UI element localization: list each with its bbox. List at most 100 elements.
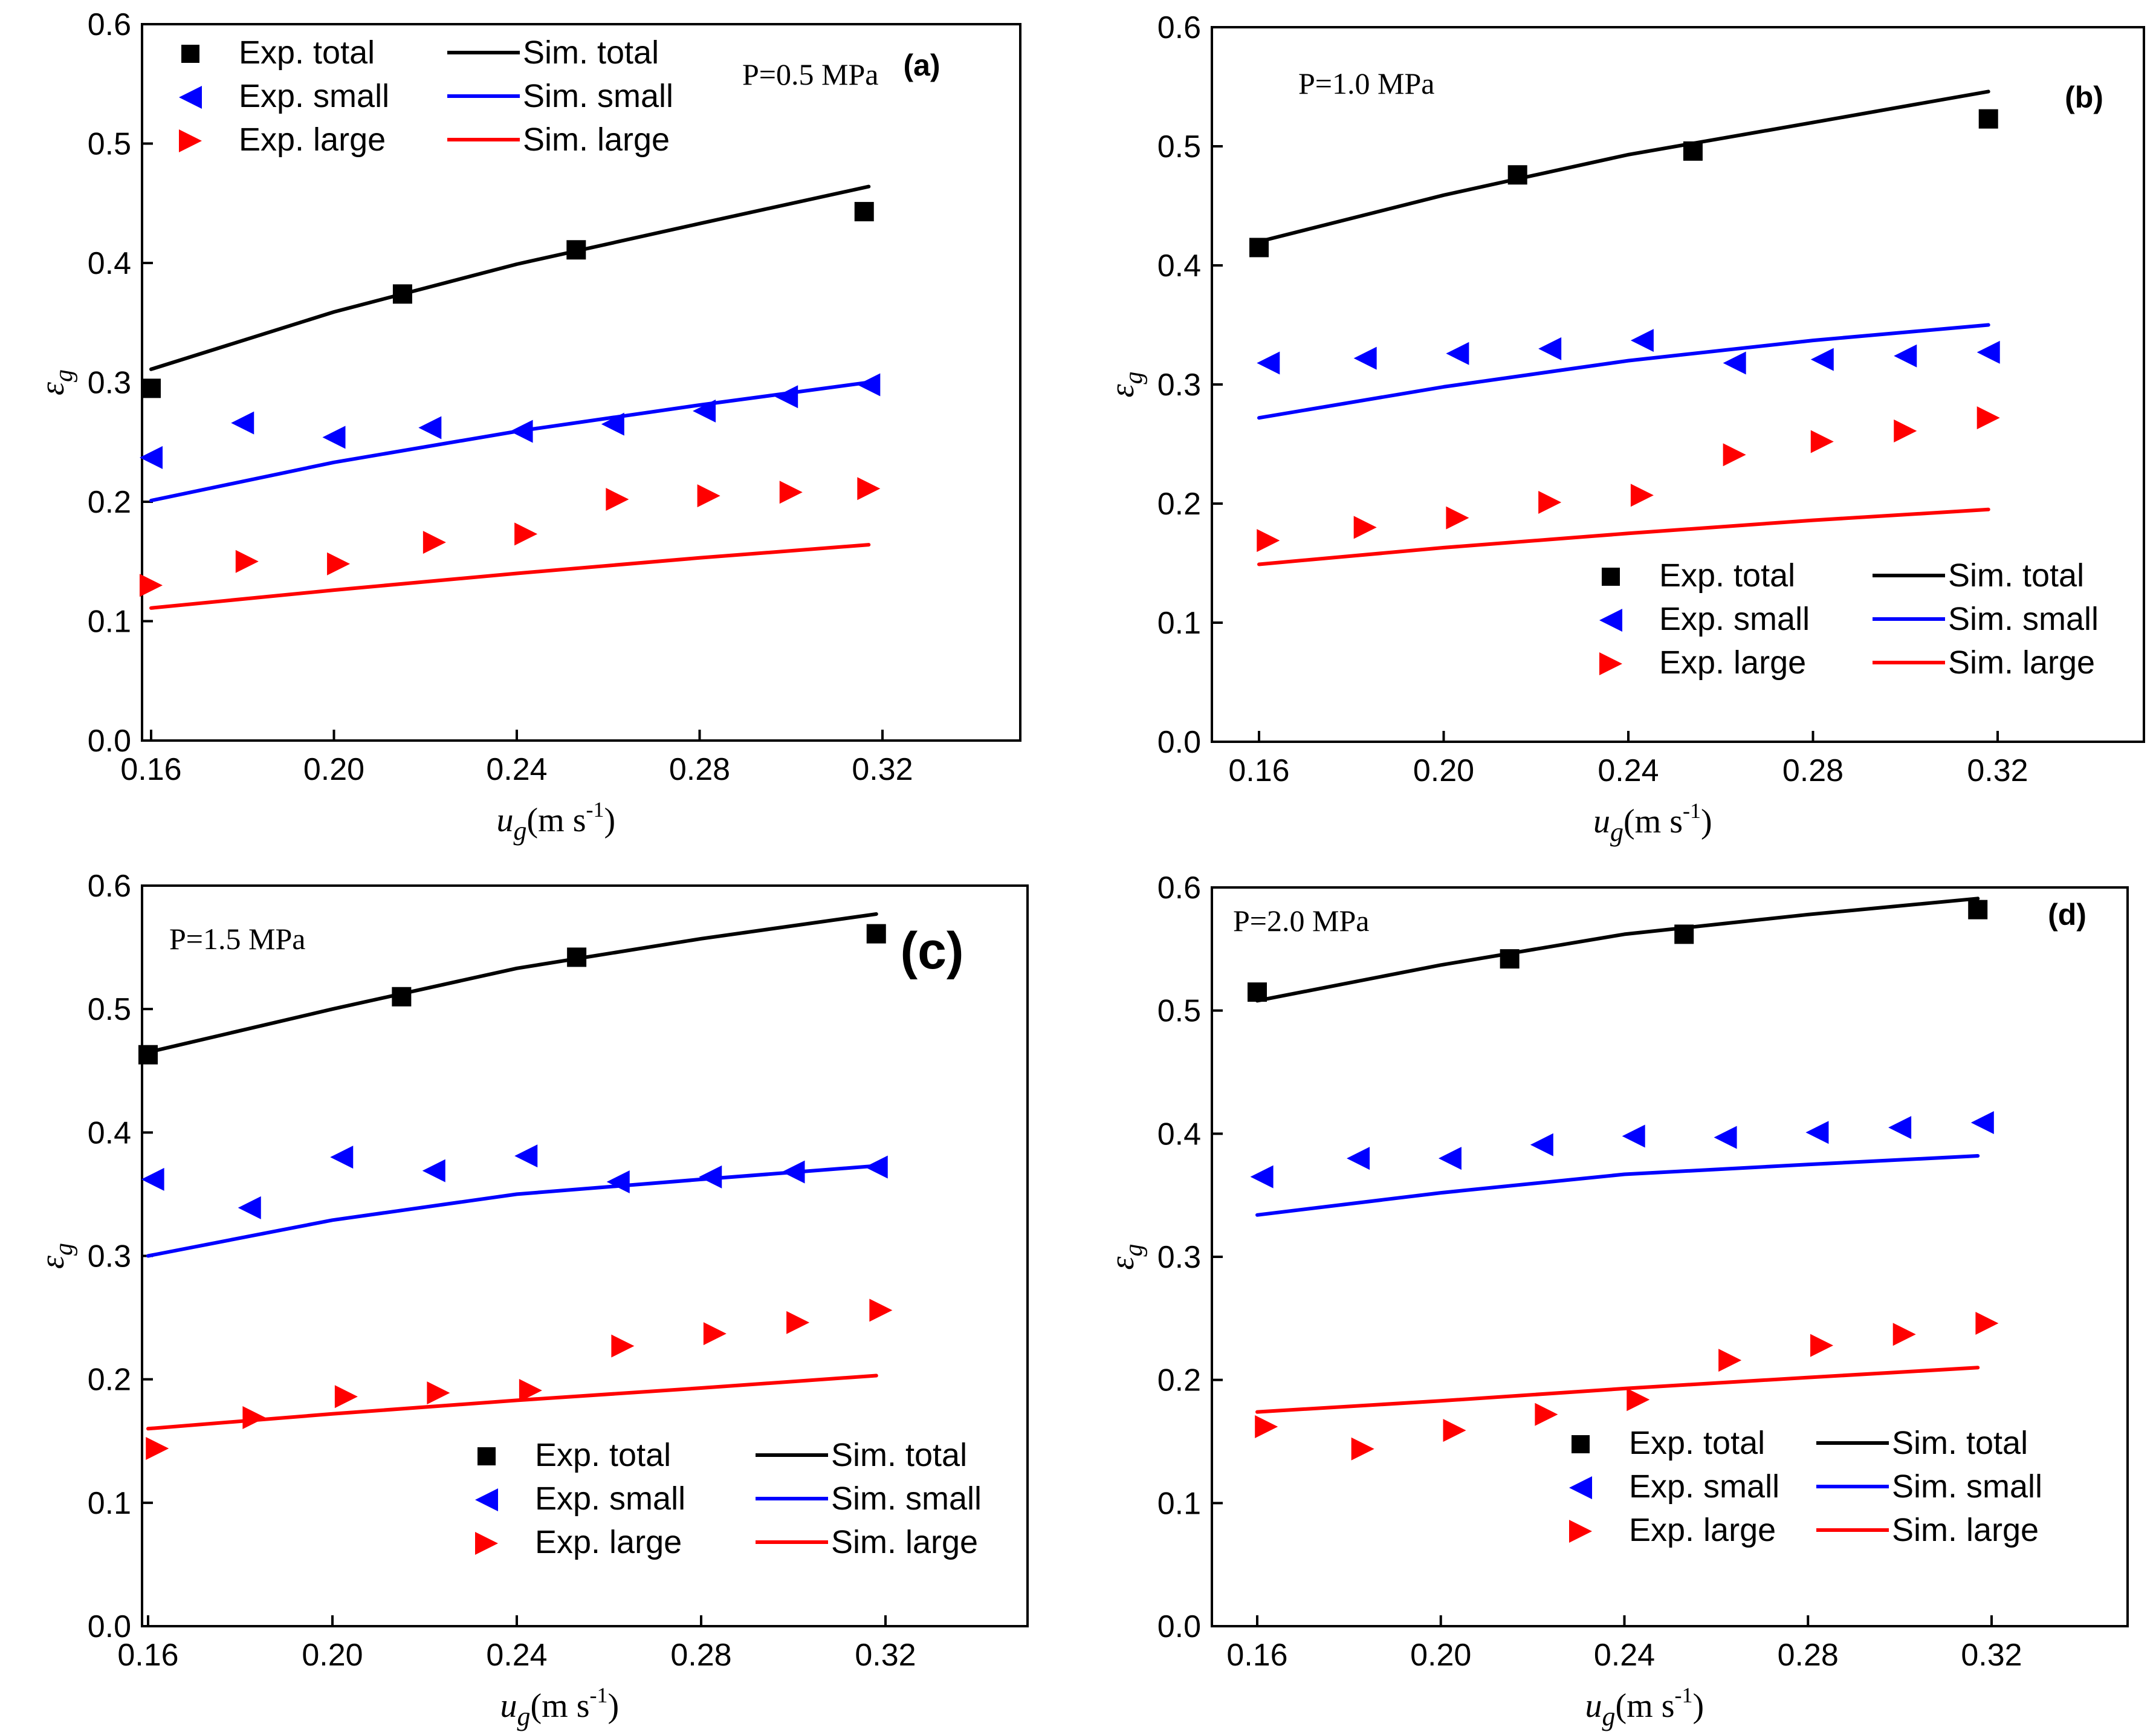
y-tick-label: 0.6: [88, 869, 131, 904]
y-axis-sub: g: [50, 369, 78, 382]
exp-small-point: [1347, 1147, 1370, 1170]
exp-large-point: [334, 1385, 358, 1409]
exp-large-point: [1627, 1388, 1650, 1412]
exp-large-point: [235, 550, 259, 573]
legend-marker-exp-large: [179, 129, 202, 152]
sim-large-line: [1257, 507, 1990, 566]
exp-large-point: [703, 1322, 727, 1346]
legend-label-exp-small: Exp. small: [535, 1480, 685, 1517]
panel-a: 0.0 0.1 0.2 0.3 0.4 0.5 0.6 0.16 0.20 0.24 0.28 0.3…: [34, 7, 1021, 846]
legend-label-sim-total: Sim. total: [1948, 557, 2084, 594]
x-tick-label: 0.32: [855, 1638, 916, 1673]
exp-small-point: [330, 1146, 354, 1169]
y-tick-label: 0.3: [1157, 1240, 1201, 1275]
exp-small-point: [238, 1196, 261, 1219]
exp-small-point: [782, 1160, 805, 1184]
exp-small-point: [418, 416, 442, 439]
exp-total-point: [1674, 924, 1694, 944]
exp-small-point: [606, 1170, 630, 1193]
exp-small-point: [322, 426, 346, 449]
exp-large-point: [857, 477, 881, 501]
exp-large-point: [611, 1334, 635, 1358]
exp-large-point: [1630, 484, 1654, 507]
sim-total-line: [1255, 897, 1980, 1003]
legend-marker-exp-small: [475, 1488, 498, 1511]
x-axis-var: u: [497, 802, 514, 839]
x-axis-close: ): [1693, 1687, 1704, 1725]
exp-large-point: [422, 531, 446, 554]
exp-large-point: [519, 1379, 542, 1403]
x-axis-sub: g: [517, 1702, 531, 1731]
sim-small-line: [149, 380, 871, 502]
exp-large-point: [1535, 1403, 1558, 1426]
x-axis-title: ug(m s-1): [497, 797, 616, 846]
exp-large-point: [1351, 1437, 1374, 1461]
exp-small-point: [140, 446, 163, 469]
x-tick-label: 0.20: [1413, 753, 1474, 788]
x-tick-label: 0.24: [486, 752, 547, 787]
exp-small-point: [231, 411, 254, 435]
legend-marker-exp-total: [1572, 1435, 1590, 1453]
exp-small-point: [422, 1159, 445, 1182]
exp-total-point: [1507, 165, 1527, 185]
y-tick-label: 0.3: [1157, 368, 1201, 403]
panel-label: (d): [2048, 898, 2086, 932]
legend: Exp. total Sim. total Exp. small Sim. small…: [1599, 557, 2099, 681]
exp-large-point: [1257, 529, 1280, 553]
exp-total-point: [392, 284, 412, 304]
y-axis-var: ε: [34, 381, 71, 395]
legend-marker-exp-large: [1569, 1520, 1592, 1543]
exp-large-point: [140, 574, 163, 597]
exp-small-point: [1438, 1147, 1462, 1170]
exp-large-point: [1723, 443, 1746, 467]
y-tick-label: 0.5: [88, 992, 131, 1027]
y-tick-label: 0.0: [1157, 1609, 1201, 1644]
x-axis-sub: g: [1602, 1702, 1616, 1731]
sim-large-line: [146, 1373, 878, 1431]
exp-large-point: [1975, 1311, 1999, 1335]
y-axis-sub: g: [1120, 371, 1148, 384]
exp-large-point: [869, 1299, 893, 1322]
exp-small-point: [1353, 346, 1377, 370]
legend-label-sim-large: Sim. large: [1948, 644, 2095, 681]
exp-total-point: [392, 987, 412, 1007]
exp-small-point: [1723, 351, 1746, 375]
exp-large-point: [1810, 430, 1834, 453]
exp-large-point: [1446, 506, 1469, 530]
y-axis-sub: g: [1120, 1244, 1148, 1256]
panel-label: (a): [903, 48, 940, 82]
legend-label-exp-large: Exp. large: [1659, 644, 1806, 681]
x-axis-unit: (m s: [1623, 803, 1683, 840]
x-tick-label: 0.16: [120, 752, 181, 787]
sim-small-line: [146, 1164, 878, 1258]
exp-small-point: [864, 1155, 888, 1179]
x-tick-label: 0.28: [1782, 753, 1844, 788]
legend-marker-exp-small: [1569, 1476, 1592, 1499]
exp-total-point: [1978, 109, 1998, 129]
legend-marker-exp-small: [1599, 609, 1622, 632]
exp-small-point: [141, 1167, 164, 1191]
legend-marker-exp-large: [1599, 652, 1622, 675]
y-tick-label: 0.6: [88, 7, 131, 42]
exp-small-point: [1622, 1124, 1645, 1148]
exp-large-point: [697, 484, 720, 508]
y-tick-label: 0.3: [88, 1239, 131, 1274]
x-axis-sub: g: [1610, 817, 1623, 847]
sim-total-line: [1257, 89, 1990, 244]
y-tick-label: 0.1: [1157, 606, 1201, 641]
exp-large-point: [1353, 516, 1377, 539]
x-tick-label: 0.24: [1594, 1638, 1655, 1673]
y-tick-label: 0.1: [88, 1486, 131, 1521]
x-tick-label: 0.32: [1967, 753, 2028, 788]
y-tick-label: 0.6: [1157, 10, 1201, 45]
legend-label-exp-total: Exp. total: [535, 1437, 671, 1473]
y-tick-label: 0.2: [1157, 487, 1201, 522]
x-tick-label: 0.20: [303, 752, 364, 787]
y-tick-label: 0.0: [88, 724, 131, 759]
exp-large-point: [146, 1437, 169, 1460]
legend-label-sim-small: Sim. small: [523, 78, 673, 114]
exp-total-point: [141, 378, 161, 398]
legend-label-exp-large: Exp. large: [1629, 1512, 1776, 1548]
x-axis-title: ug(m s-1): [1585, 1683, 1704, 1731]
